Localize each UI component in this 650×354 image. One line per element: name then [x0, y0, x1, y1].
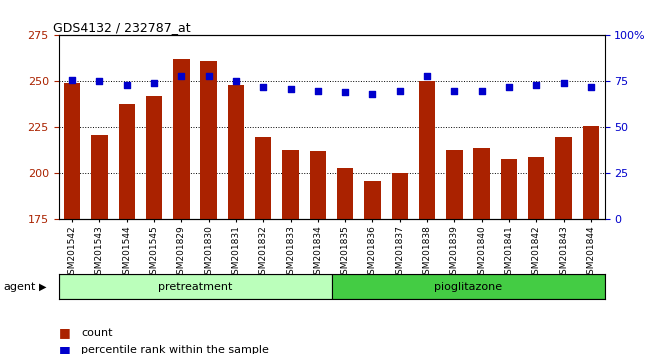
Point	[395, 88, 405, 93]
Bar	[282, 149, 299, 219]
Point	[258, 84, 268, 90]
Bar	[146, 96, 162, 219]
Bar	[255, 137, 272, 219]
Bar	[337, 168, 354, 219]
Point	[94, 79, 105, 84]
Point	[231, 79, 241, 84]
Point	[313, 88, 323, 93]
Point	[67, 77, 77, 82]
Bar	[500, 159, 517, 219]
Bar	[200, 61, 217, 219]
Point	[504, 84, 514, 90]
Bar	[173, 59, 190, 219]
Point	[449, 88, 460, 93]
Point	[531, 82, 541, 88]
Point	[422, 73, 432, 79]
Text: GDS4132 / 232787_at: GDS4132 / 232787_at	[53, 21, 190, 34]
Bar	[419, 81, 436, 219]
Text: pioglitazone: pioglitazone	[434, 282, 502, 292]
Bar	[118, 103, 135, 219]
Point	[367, 91, 378, 97]
Point	[122, 82, 132, 88]
Point	[340, 90, 350, 95]
Bar	[58, 274, 332, 299]
Text: ■: ■	[58, 344, 70, 354]
Bar	[555, 137, 572, 219]
Bar	[582, 126, 599, 219]
Bar	[91, 135, 108, 219]
Text: ▶: ▶	[39, 282, 47, 292]
Text: percentile rank within the sample: percentile rank within the sample	[81, 346, 269, 354]
Bar	[528, 157, 545, 219]
Bar	[473, 148, 490, 219]
Text: count: count	[81, 328, 112, 338]
Point	[476, 88, 487, 93]
Text: pretreatment: pretreatment	[158, 282, 232, 292]
Point	[149, 80, 159, 86]
Bar	[332, 274, 604, 299]
Text: ■: ■	[58, 326, 70, 339]
Point	[203, 73, 214, 79]
Point	[285, 86, 296, 92]
Bar	[64, 83, 81, 219]
Bar	[391, 173, 408, 219]
Point	[176, 73, 187, 79]
Bar	[364, 181, 381, 219]
Bar	[309, 152, 326, 219]
Bar	[227, 85, 244, 219]
Bar	[446, 149, 463, 219]
Text: agent: agent	[3, 282, 36, 292]
Point	[558, 80, 569, 86]
Point	[586, 84, 596, 90]
